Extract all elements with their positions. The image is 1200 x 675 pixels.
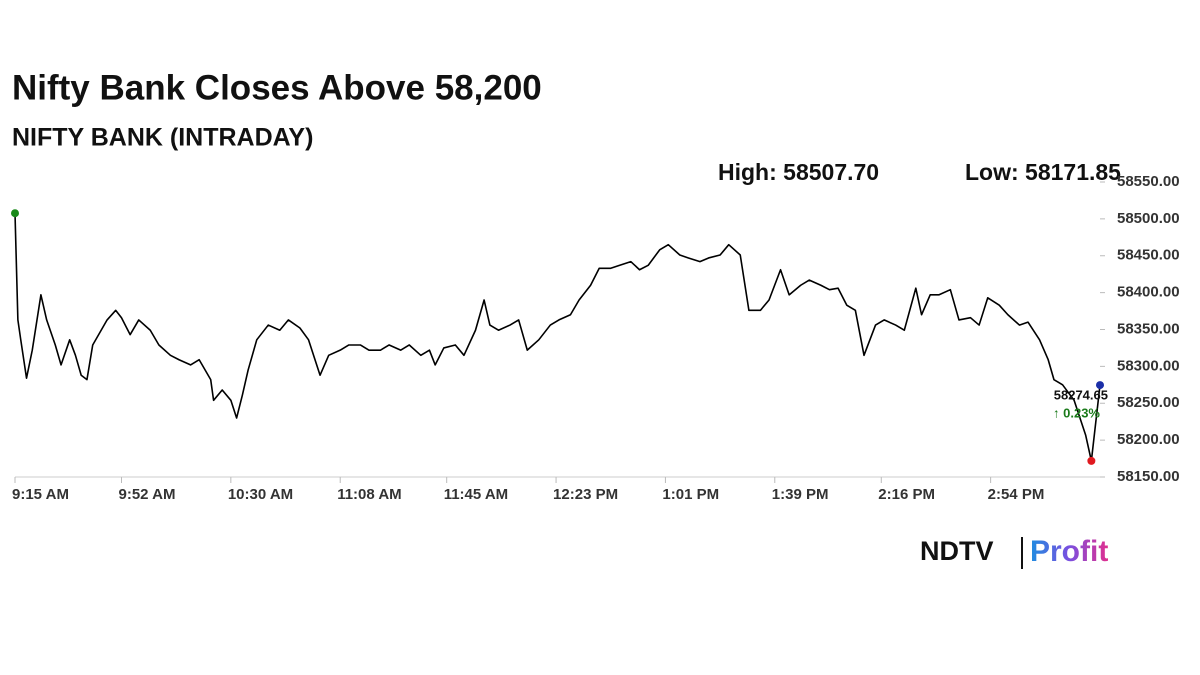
x-tick-label: 9:15 AM: [12, 486, 69, 503]
change-label: ↑ 0.23%: [1053, 405, 1100, 420]
x-tick-label: 11:45 AM: [444, 486, 508, 503]
y-tick-label: 58300.00: [1117, 357, 1180, 374]
low-label: Low: 58171.85: [965, 159, 1121, 185]
y-tick-label: 58550.00: [1117, 173, 1180, 190]
close-label: 58274.65: [1054, 387, 1108, 402]
chart-subtitle: NIFTY BANK (INTRADAY): [12, 124, 313, 152]
x-tick-label: 2:16 PM: [878, 486, 935, 503]
x-tick-label: 12:23 PM: [553, 486, 618, 503]
x-tick-label: 11:08 AM: [337, 486, 401, 503]
open-marker: [11, 209, 19, 218]
logo-profit: Profit: [1030, 535, 1108, 568]
x-tick-label: 1:01 PM: [662, 486, 719, 503]
y-tick-label: 58350.00: [1117, 320, 1180, 337]
x-tick-label: 10:30 AM: [228, 486, 293, 503]
y-tick-label: 58500.00: [1117, 210, 1180, 227]
chart-title: Nifty Bank Closes Above 58,200: [12, 68, 542, 107]
y-tick-label: 58150.00: [1117, 468, 1180, 485]
x-tick-label: 1:39 PM: [772, 486, 829, 503]
low-marker: [1087, 456, 1096, 465]
price-line: [14, 213, 1101, 462]
y-tick-label: 58250.00: [1117, 394, 1180, 411]
high-label: High: 58507.70: [718, 159, 879, 185]
y-tick-label: 58400.00: [1117, 284, 1180, 301]
y-tick-label: 58450.00: [1117, 247, 1180, 264]
y-tick-label: 58200.00: [1117, 431, 1180, 448]
logo-ndtv: NDTV: [920, 536, 994, 566]
close-marker: [1096, 381, 1104, 390]
x-tick-label: 9:52 AM: [118, 486, 175, 503]
x-tick-label: 2:54 PM: [988, 486, 1045, 503]
